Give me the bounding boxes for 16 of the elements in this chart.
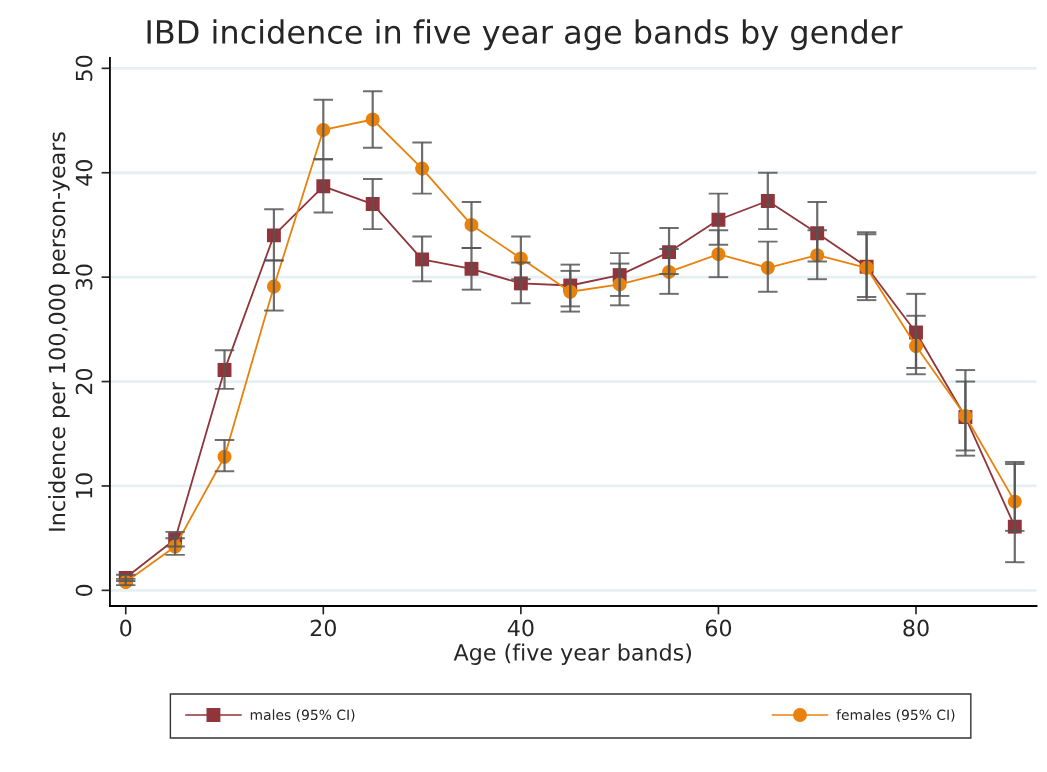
y-tick-label: 10 [75,473,93,498]
x-tick-label: 0 [120,619,132,637]
y-tick-label: 0 [75,584,93,596]
y-tick-label: 30 [75,264,93,290]
y-tick-label: 50 [75,55,93,81]
chart-title: IBD incidence in five year age bands by gender [147,19,903,51]
legend-label: females (95% CI) [836,709,955,722]
y-tick-label: 20 [75,368,93,395]
x-axis-title: Age (five year bands) [453,643,692,666]
x-tick-label: 60 [705,619,732,637]
y-tick-label: 40 [75,160,93,186]
legend-label: males (95% CI) [250,709,355,722]
x-tick-label: 40 [507,619,534,637]
y-axis-title: Incidence per 100,000 person-years [48,132,70,531]
x-tick-label: 80 [903,619,929,637]
x-tick-label: 20 [310,619,336,637]
